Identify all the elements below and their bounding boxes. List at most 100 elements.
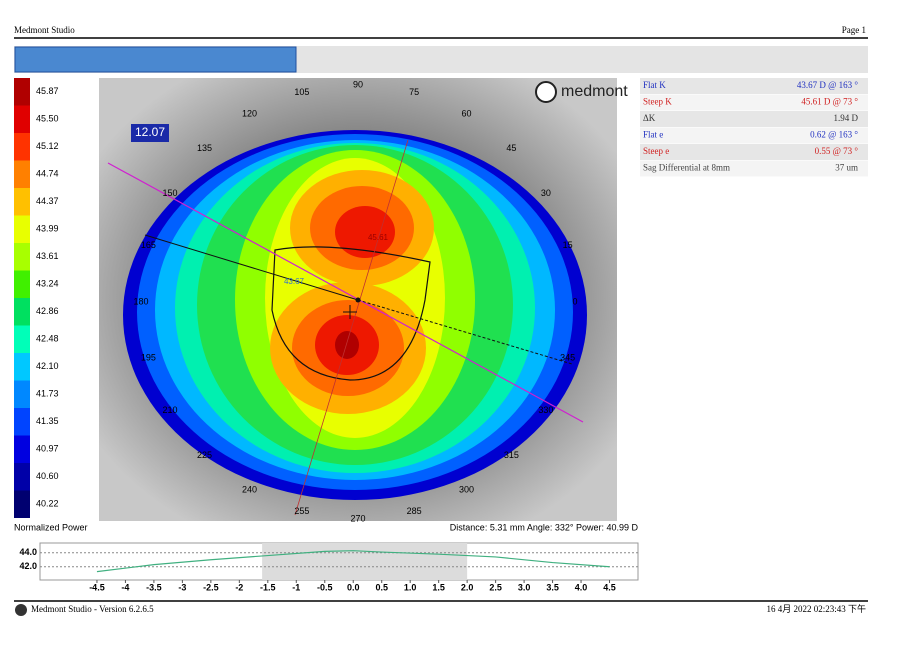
angle-label: 165 — [141, 240, 156, 250]
y-tick-label: 42.0 — [19, 561, 37, 571]
logo: medmont — [561, 83, 628, 100]
angle-label: 285 — [407, 506, 422, 516]
angle-label: 345 — [560, 353, 575, 363]
x-tick-label: 0.5 — [375, 582, 388, 592]
flat-axis — [357, 299, 573, 365]
x-tick-label: 3.0 — [518, 582, 531, 592]
app-name: Medmont Studio — [14, 25, 75, 35]
profile-line — [96, 550, 610, 573]
scale-swatch — [14, 490, 30, 518]
scale-label: 42.48 — [36, 334, 59, 344]
info-row — [640, 111, 868, 127]
angle-label: 150 — [163, 188, 178, 198]
scale-label: 45.12 — [36, 141, 59, 151]
scale-label: 44.37 — [36, 196, 59, 206]
scale-swatch — [14, 270, 30, 298]
x-tick-label: -1.5 — [260, 582, 276, 592]
angle-label: 90 — [353, 79, 363, 89]
scale-label: 41.73 — [36, 389, 59, 399]
x-tick-label: 0.0 — [347, 582, 360, 592]
scale-label: 43.99 — [36, 224, 59, 234]
scale-swatch — [14, 298, 30, 326]
x-tick-label: -1 — [292, 582, 300, 592]
angle-label: 255 — [294, 506, 309, 516]
scale-swatch — [14, 105, 30, 133]
angle-label: 195 — [141, 353, 156, 363]
scale-swatch — [14, 188, 30, 216]
angle-label: 240 — [242, 484, 257, 494]
angle-label: 135 — [197, 143, 212, 153]
label-box — [131, 124, 169, 142]
info-label: Flat K — [643, 80, 666, 90]
x-tick-label: 2.5 — [489, 582, 502, 592]
scale-label: 43.61 — [36, 251, 59, 261]
name-box — [14, 46, 297, 73]
topography-map: 12.07 43.67 45.61 medmont 90756045301503… — [99, 78, 628, 523]
info-row — [640, 94, 868, 111]
x-tick-label: 3.5 — [546, 582, 559, 592]
info-row — [640, 127, 868, 144]
angle-label: 270 — [350, 513, 365, 523]
info-value: 37 um — [835, 163, 858, 173]
info-table: Flat K 43.67 D @ 163 ° Steep K 45.61 D @ 73… — [640, 78, 868, 177]
logo-icon — [535, 81, 557, 103]
scale-label: 45.87 — [36, 86, 59, 96]
scale-label: 42.86 — [36, 306, 59, 316]
steep-axis — [294, 139, 409, 516]
scale-label: 40.97 — [36, 444, 59, 454]
x-tick-label: 4.0 — [575, 582, 588, 592]
x-tick-label: 1.5 — [432, 582, 445, 592]
info-label: ΔK — [643, 113, 656, 123]
angle-label: 210 — [163, 405, 178, 415]
scale-swatch — [14, 463, 30, 491]
meridian — [107, 162, 584, 423]
info-value: 0.62 @ 163 ° — [810, 130, 858, 140]
x-tick-label: -2.5 — [203, 582, 219, 592]
zone — [335, 206, 395, 258]
info-value: 45.61 D @ 73 ° — [801, 97, 858, 107]
info-row — [640, 78, 868, 94]
x-tick-label: -3.5 — [146, 582, 162, 592]
profile-chart: 44.0 42.0 -4.5 -4 -3.5 -3 -2.5 -2 -1.5 -1 -0.5 0.0 0… — [19, 542, 639, 592]
scale-swatch — [14, 133, 30, 161]
info-value: 43.67 D @ 163 ° — [797, 80, 859, 90]
angle-label: 120 — [242, 108, 257, 118]
angle-label: 105 — [294, 87, 309, 97]
scale-swatch — [14, 353, 30, 381]
angle-label: 330 — [538, 405, 553, 415]
scale-label: 42.10 — [36, 361, 59, 371]
centre — [343, 305, 357, 319]
pupil-band — [262, 543, 468, 580]
info-value: 0.55 @ 73 ° — [815, 146, 859, 156]
info-row — [640, 160, 868, 177]
angle-label: 75 — [409, 87, 419, 97]
scale-label: 43.24 — [36, 279, 59, 289]
footer-icon — [15, 604, 27, 616]
angle-label: 15 — [563, 240, 573, 250]
scale-swatch — [14, 243, 30, 271]
angle-label: 45 — [506, 143, 516, 153]
zone — [335, 331, 359, 359]
pupil-outline — [271, 246, 431, 381]
apex — [355, 297, 361, 303]
x-tick-label: 1.0 — [404, 582, 417, 592]
info-label: Flat e — [643, 130, 663, 140]
y-tick-label: 44.0 — [19, 547, 37, 557]
angle-label: 60 — [461, 108, 471, 118]
angle-label: 180 — [133, 296, 148, 306]
angle-label: 225 — [197, 450, 212, 460]
scale-label: 41.35 — [36, 416, 59, 426]
flat-label: 43.67 — [284, 277, 305, 286]
scale-label: 45.50 — [36, 114, 59, 124]
x-tick-label: -0.5 — [317, 582, 333, 592]
profile-readout: Distance: 5.31 mm Angle: 332° Power: 40.… — [450, 522, 639, 532]
angle-label: 30 — [541, 188, 551, 198]
x-tick-label: -4 — [121, 582, 129, 592]
x-tick-label: -3 — [178, 582, 186, 592]
scale-swatch — [14, 78, 30, 106]
scale-label: 40.22 — [36, 499, 59, 509]
meridian-label: 12.07 — [135, 125, 165, 139]
info-row — [640, 144, 868, 160]
page-number: Page 1 — [842, 25, 866, 35]
